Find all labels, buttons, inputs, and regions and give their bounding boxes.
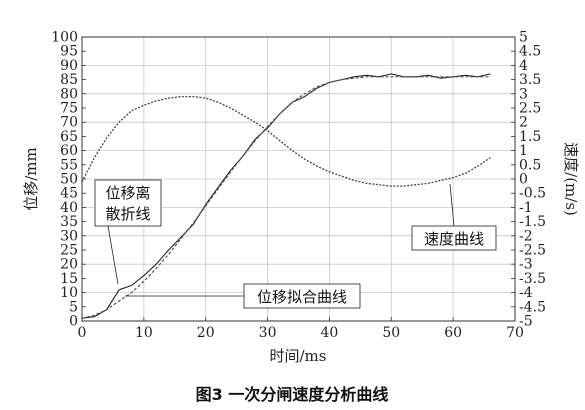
y-right-tick-label: 2.5 (519, 101, 541, 117)
y-left-tick-label: 0 (69, 314, 78, 330)
y-right-tick-label: -3 (519, 257, 533, 273)
x-tick-label: 30 (259, 325, 277, 341)
y-axis-left-label: 位移/mm (22, 147, 40, 211)
y-left-tick-label: 50 (60, 172, 78, 188)
discrete-annotation-line1: 位移离 (105, 184, 150, 202)
y-left-tick-label: 85 (60, 72, 78, 88)
y-left-tick-label: 80 (60, 86, 78, 102)
discrete-annotation-leader (107, 225, 119, 285)
y-right-tick-label: 1 (519, 143, 528, 159)
series-layer (81, 73, 491, 319)
y-right-tick-label: 1.5 (519, 129, 541, 145)
fit-annotation: 位移拟合曲线 (257, 288, 347, 306)
y-left-tick-label: 55 (60, 157, 78, 173)
x-tick-label: 40 (321, 325, 339, 341)
y-left-tick-label: 35 (60, 214, 78, 230)
y-left-tick-label: 70 (60, 115, 78, 131)
y-left-tick-label: 95 (60, 44, 78, 60)
y-right-tick-label: 0.5 (519, 157, 541, 173)
y-right-tick-label: 3.5 (519, 72, 541, 88)
discrete-annotation-box (94, 179, 162, 227)
series-line-speed (81, 95, 491, 187)
y-left-tick-label: 5 (69, 299, 78, 315)
x-tick-label: 0 (78, 325, 87, 341)
y-left-tick-label: 75 (60, 101, 78, 117)
y-left-tick-label: 60 (60, 143, 78, 159)
speed-annotation: 速度曲线 (424, 230, 484, 248)
y-right-tick-label: 4 (519, 58, 528, 74)
x-tick-label: 10 (135, 325, 153, 341)
y-axis-right-label: 速度/(m/s) (562, 142, 580, 216)
x-tick-label: 60 (444, 325, 462, 341)
y-left-tick-label: 15 (60, 271, 78, 287)
x-tick-label: 70 (506, 325, 524, 341)
y-right-tick-label: -0.5 (519, 186, 546, 202)
x-tick-label: 20 (197, 325, 215, 341)
y-left-tick-label: 20 (60, 257, 78, 273)
y-right-tick-label: -3.5 (519, 271, 546, 287)
y-right-tick-label: -4.5 (519, 299, 546, 315)
x-axis-label: 时间/ms (270, 347, 327, 365)
grid-lines (82, 37, 515, 321)
y-left-tick-label: 30 (60, 228, 78, 244)
y-left-tick-label: 10 (60, 285, 78, 301)
y-right-tick-label: -1 (519, 200, 533, 216)
y-right-tick-label: -2.5 (519, 243, 546, 259)
y-left-tick-label: 100 (51, 30, 78, 46)
y-left-tick-label: 45 (60, 186, 78, 202)
discrete-annotation-line2: 散折线 (105, 205, 150, 223)
fit-annotation-box (243, 283, 361, 309)
y-right-tick-label: -4 (519, 285, 533, 301)
y-right-tick-label: 4.5 (519, 44, 541, 60)
y-left-tick-label: 65 (60, 129, 78, 145)
y-right-tick-label: 3 (519, 86, 528, 102)
y-right-tick-label: 2 (519, 115, 528, 131)
y-left-tick-label: 90 (60, 58, 78, 74)
figure-caption: 图3 一次分闸速度分析曲线 (196, 385, 389, 404)
y-right-tick-label: 0 (519, 172, 528, 188)
y-left-tick-label: 40 (60, 200, 78, 216)
speed-annotation-leader (449, 183, 455, 227)
x-tick-label: 50 (382, 325, 400, 341)
y-right-tick-label: -5 (519, 314, 533, 330)
y-right-tick-label: -2 (519, 228, 533, 244)
speed-annotation-box (411, 225, 497, 251)
series-line-fit (81, 76, 491, 319)
y-right-tick-label: 5 (519, 30, 528, 46)
y-right-tick-label: -1.5 (519, 214, 546, 230)
y-left-tick-label: 25 (60, 243, 78, 259)
axis-ticks: 0 10 20 30 40 50 60 700510152025303540455055606… (51, 30, 546, 342)
